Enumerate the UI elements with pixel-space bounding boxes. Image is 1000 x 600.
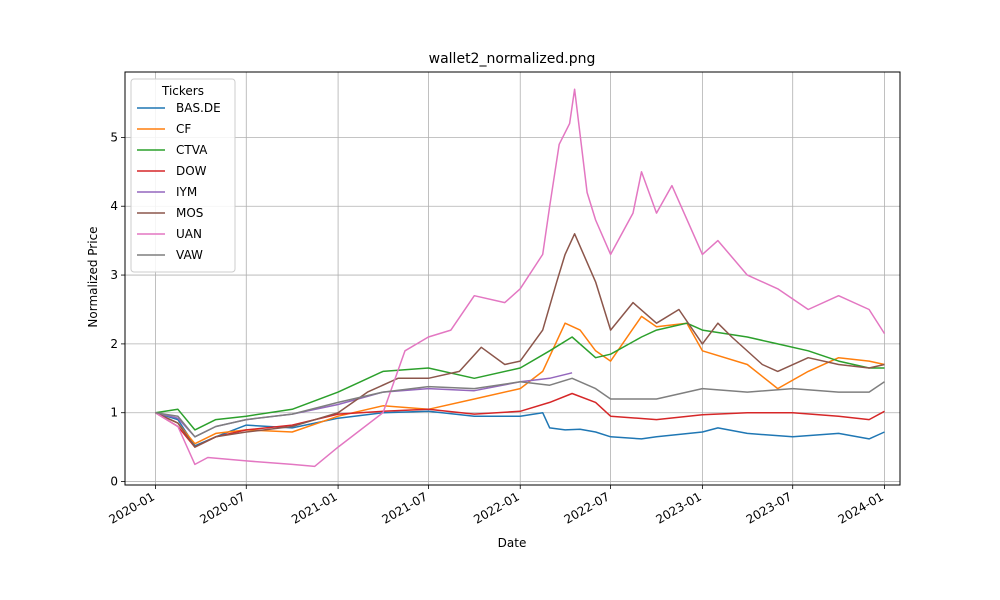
series-line-vaw xyxy=(155,377,885,438)
y-tick-label: 5 xyxy=(110,130,118,144)
legend-box xyxy=(130,78,236,273)
plot-lines xyxy=(155,88,886,468)
y-tick-label: 0 xyxy=(110,475,118,489)
series-line-ctva xyxy=(155,322,885,431)
legend-label: CF xyxy=(176,122,191,136)
y-axis: 0 1 2 3 4 5 xyxy=(110,130,125,489)
y-axis-label: Normalized Price xyxy=(86,226,100,327)
legend-label: DOW xyxy=(176,164,207,178)
y-tick-label: 1 xyxy=(110,406,118,420)
legend-label: IYM xyxy=(176,185,197,199)
plot-frame xyxy=(124,71,901,486)
legend-label: MOS xyxy=(176,206,203,220)
series-line-mos xyxy=(155,233,885,448)
series-line-cf xyxy=(155,315,885,445)
legend-label: BAS.DE xyxy=(176,101,221,115)
y-tick-label: 2 xyxy=(110,337,118,351)
y-tick-label: 4 xyxy=(110,199,118,213)
x-axis-label: Date xyxy=(498,536,527,550)
legend-label: CTVA xyxy=(176,143,208,157)
legend: Tickers BAS.DE CF CTVA DOW IYM MOS UAN VAW xyxy=(130,78,236,273)
y-tick-label: 3 xyxy=(110,268,118,282)
chart-title: wallet2_normalized.png xyxy=(429,51,596,67)
series-line-dow xyxy=(155,392,885,448)
series-line-bas-de xyxy=(155,410,885,447)
legend-title: Tickers xyxy=(161,84,204,98)
legend-label: UAN xyxy=(176,227,202,241)
series-line-uan xyxy=(155,88,886,468)
legend-label: VAW xyxy=(176,248,203,262)
